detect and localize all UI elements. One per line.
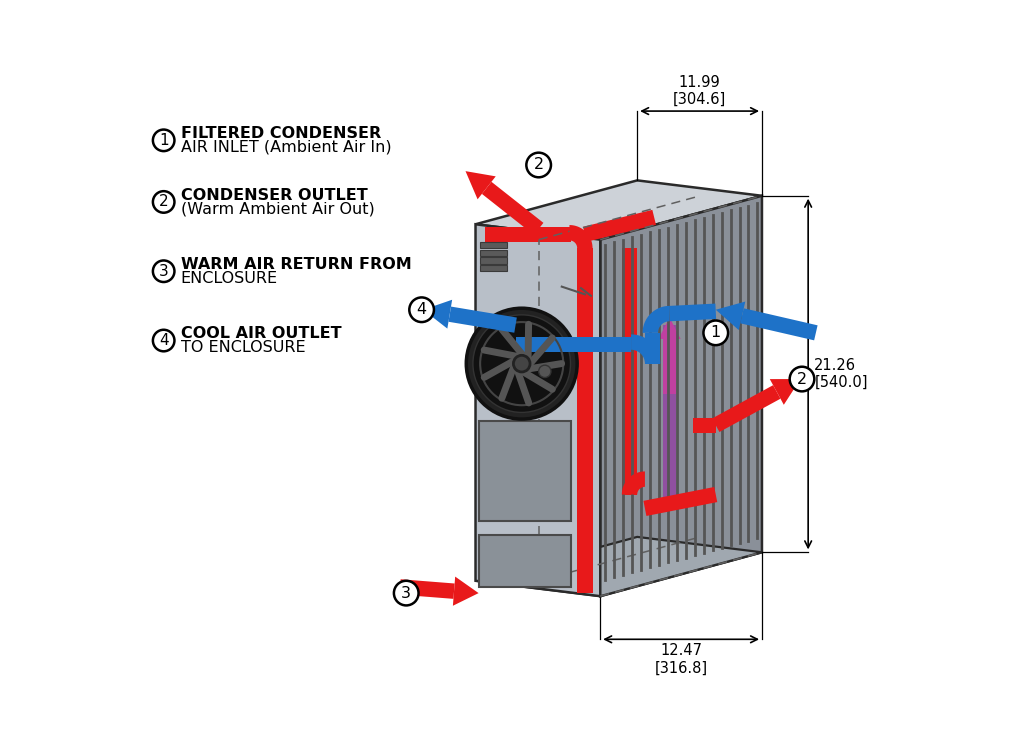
- Text: CONDENSER OUTLET: CONDENSER OUTLET: [180, 187, 368, 202]
- Polygon shape: [600, 195, 762, 596]
- Circle shape: [526, 153, 551, 178]
- Circle shape: [153, 330, 174, 351]
- Text: 3: 3: [401, 586, 412, 601]
- Polygon shape: [716, 301, 745, 330]
- Circle shape: [153, 130, 174, 151]
- Circle shape: [513, 355, 530, 372]
- FancyBboxPatch shape: [480, 242, 507, 248]
- Polygon shape: [515, 336, 578, 352]
- Text: 1: 1: [711, 325, 721, 340]
- Text: 21.26
[540.0]: 21.26 [540.0]: [814, 358, 867, 390]
- Circle shape: [153, 260, 174, 282]
- FancyBboxPatch shape: [480, 250, 507, 256]
- Text: 3: 3: [159, 264, 169, 279]
- Circle shape: [410, 298, 434, 322]
- Polygon shape: [692, 418, 716, 433]
- Polygon shape: [575, 336, 631, 352]
- Polygon shape: [466, 171, 496, 199]
- Polygon shape: [770, 379, 801, 405]
- Text: (Warm Ambient Air Out): (Warm Ambient Air Out): [180, 201, 375, 216]
- Text: TO ENCLOSURE: TO ENCLOSURE: [180, 340, 305, 355]
- Text: 2: 2: [534, 157, 544, 172]
- Polygon shape: [645, 333, 660, 363]
- Polygon shape: [583, 210, 656, 242]
- Polygon shape: [482, 182, 544, 235]
- Polygon shape: [578, 248, 593, 593]
- Text: ENCLOSURE: ENCLOSURE: [180, 271, 278, 286]
- Text: 2: 2: [159, 195, 169, 210]
- Polygon shape: [475, 225, 600, 596]
- Text: 1: 1: [159, 133, 169, 148]
- Polygon shape: [658, 318, 681, 339]
- Circle shape: [394, 581, 419, 606]
- Polygon shape: [669, 304, 716, 322]
- Polygon shape: [475, 181, 762, 239]
- Polygon shape: [664, 339, 676, 395]
- Circle shape: [473, 315, 570, 413]
- Circle shape: [703, 321, 728, 345]
- FancyBboxPatch shape: [480, 257, 507, 263]
- Polygon shape: [712, 385, 780, 432]
- FancyBboxPatch shape: [478, 421, 571, 521]
- Text: FILTERED CONDENSER: FILTERED CONDENSER: [180, 126, 381, 141]
- Text: 11.99
[304.6]: 11.99 [304.6]: [673, 75, 726, 107]
- Text: 4: 4: [159, 333, 169, 348]
- Text: 12.47
[316.8]: 12.47 [316.8]: [654, 643, 708, 676]
- Polygon shape: [569, 225, 593, 248]
- FancyBboxPatch shape: [478, 535, 571, 587]
- Polygon shape: [664, 325, 676, 510]
- Circle shape: [466, 308, 578, 419]
- Circle shape: [790, 367, 814, 392]
- Polygon shape: [453, 577, 478, 606]
- Polygon shape: [484, 227, 571, 242]
- Polygon shape: [449, 307, 517, 333]
- Polygon shape: [423, 300, 453, 328]
- Polygon shape: [631, 334, 660, 363]
- Polygon shape: [622, 471, 645, 495]
- Text: WARM AIR RETURN FROM: WARM AIR RETURN FROM: [180, 257, 412, 272]
- Polygon shape: [643, 487, 717, 516]
- FancyBboxPatch shape: [480, 265, 507, 272]
- Circle shape: [153, 191, 174, 213]
- Text: 4: 4: [417, 302, 427, 317]
- Text: 2: 2: [797, 372, 807, 386]
- Text: COOL AIR OUTLET: COOL AIR OUTLET: [180, 326, 341, 341]
- Text: AIR INLET (Ambient Air In): AIR INLET (Ambient Air In): [180, 140, 391, 154]
- Polygon shape: [740, 308, 817, 340]
- Polygon shape: [399, 579, 455, 599]
- Polygon shape: [643, 306, 670, 333]
- Polygon shape: [622, 248, 637, 495]
- Polygon shape: [475, 537, 762, 596]
- Circle shape: [539, 366, 551, 377]
